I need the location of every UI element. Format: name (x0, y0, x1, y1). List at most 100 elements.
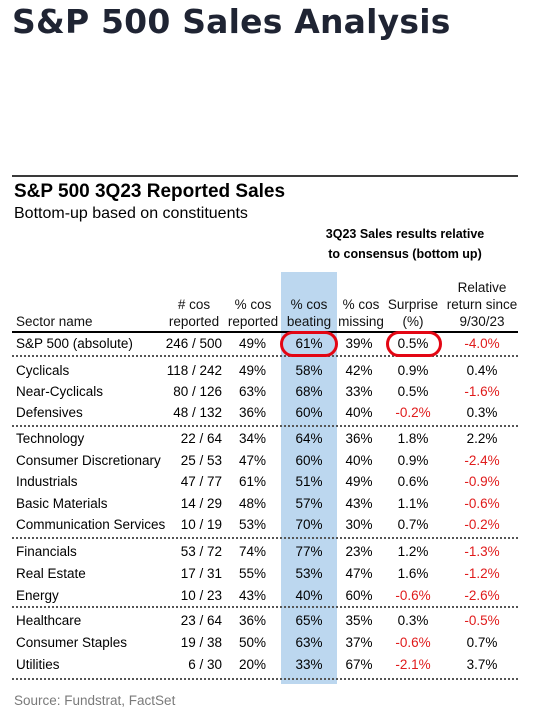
pct-missing-cell: 42% (345, 363, 373, 378)
table-subtitle: Bottom-up based on constituents (14, 205, 248, 222)
sector-name-cell: Near-Cyclicals (16, 384, 104, 399)
pct-missing-cell: 67% (345, 657, 373, 672)
surprise-cell: 1.1% (397, 496, 429, 511)
header-pct-beating-line-1: % cos (290, 297, 328, 312)
sector-name-cell: S&P 500 (absolute) (16, 336, 133, 351)
pct-beating-cell: 70% (295, 517, 323, 532)
sector-name-cell: Consumer Staples (16, 635, 128, 650)
row-separator (12, 355, 518, 357)
pct-beating-cell: 65% (295, 613, 323, 628)
page-title: S&P 500 Sales Analysis (12, 2, 451, 41)
relative-return-cell: 0.3% (466, 405, 498, 420)
top-rule (12, 175, 518, 177)
table-row: Near-Cyclicals 80 / 126 63% 68% 33% 0.5% -1.6% (0, 381, 536, 402)
beating-highlight-circle (280, 331, 338, 357)
pct-missing-cell: 37% (345, 635, 373, 650)
header-reported-line-2: reported (168, 314, 220, 329)
surprise-cell: 0.5% (397, 384, 429, 399)
relative-return-cell: 2.2% (466, 431, 498, 446)
pct-beating-cell: 53% (295, 566, 323, 581)
table-row: S&P 500 (absolute) 246 / 500 49% 61% 39% 0.5%… (0, 333, 536, 354)
surprise-cell: 0.6% (397, 474, 429, 489)
pct-beating-cell: 60% (295, 453, 323, 468)
pct-beating-cell: 77% (295, 544, 323, 559)
surprise-cell: 0.9% (397, 453, 429, 468)
table-row: Industrials 47 / 77 61% 51% 49% 0.6% -0.9% (0, 471, 536, 492)
row-separator (12, 537, 518, 539)
relative-return-cell: -1.2% (464, 566, 500, 581)
header-relative-line-3: 9/30/23 (459, 314, 505, 329)
pct-missing-cell: 33% (345, 384, 373, 399)
header-pct-reported: % cos reported (226, 296, 280, 330)
pct-beating-cell: 58% (295, 363, 323, 378)
surprise-highlight-circle (386, 331, 442, 357)
relative-return-cell: -0.9% (464, 474, 500, 489)
reported-count-cell: 17 / 31 (180, 566, 222, 581)
reported-count-cell: 25 / 53 (180, 453, 222, 468)
reported-count-cell: 10 / 19 (180, 517, 222, 532)
relative-return-cell: -0.5% (464, 613, 500, 628)
table-row: Consumer Staples 19 / 38 50% 63% 37% -0.6% 0.7… (0, 632, 536, 653)
pct-reported-cell: 63% (238, 384, 266, 399)
pct-beating-cell: 40% (295, 588, 323, 603)
reported-count-cell: 80 / 126 (173, 384, 222, 399)
relative-return-cell: -1.3% (464, 544, 500, 559)
pct-reported-cell: 50% (238, 635, 266, 650)
pct-beating-cell: 64% (295, 431, 323, 446)
surprise-cell: 1.8% (397, 431, 429, 446)
pct-reported-cell: 34% (238, 431, 266, 446)
group-header: 3Q23 Sales results relative to consensus… (300, 224, 510, 264)
sector-name-cell: Industrials (16, 474, 78, 489)
relative-return-cell: 3.7% (466, 657, 498, 672)
header-surprise-line-2: (%) (402, 314, 424, 329)
surprise-cell: 0.9% (397, 363, 429, 378)
reported-count-cell: 14 / 29 (180, 496, 222, 511)
reported-count-cell: 6 / 30 (188, 657, 222, 672)
reported-count-cell: 10 / 23 (180, 588, 222, 603)
header-relative-line-2: return since (446, 297, 518, 312)
sector-name-cell: Defensives (16, 405, 83, 420)
pct-beating-cell: 63% (295, 635, 323, 650)
pct-reported-cell: 36% (238, 613, 266, 628)
sector-name-cell: Technology (16, 431, 85, 446)
surprise-cell: 0.5% (397, 336, 429, 351)
header-rule (12, 331, 518, 333)
surprise-cell: 1.2% (397, 544, 429, 559)
reported-count-cell: 246 / 500 (165, 336, 222, 351)
pct-beating-cell: 68% (295, 384, 323, 399)
reported-count-cell: 118 / 242 (166, 363, 222, 378)
sector-name-cell: Financials (16, 544, 77, 559)
pct-missing-cell: 47% (345, 566, 373, 581)
header-relative-line-1: Relative (457, 280, 507, 295)
pct-missing-cell: 40% (345, 405, 373, 420)
pct-reported-cell: 74% (238, 544, 266, 559)
header-pct-beating: % cos beating (281, 296, 337, 330)
table-row: Defensives 48 / 132 36% 60% 40% -0.2% 0.3% (0, 402, 536, 423)
relative-return-cell: -2.4% (464, 453, 500, 468)
pct-reported-cell: 48% (238, 496, 266, 511)
pct-reported-cell: 47% (238, 453, 266, 468)
table-row: Energy 10 / 23 43% 40% 60% -0.6% -2.6% (0, 585, 536, 606)
pct-missing-cell: 40% (345, 453, 373, 468)
pct-beating-cell: 51% (295, 474, 323, 489)
pct-reported-cell: 20% (238, 657, 266, 672)
reported-count-cell: 19 / 38 (180, 635, 222, 650)
row-separator (12, 425, 518, 427)
sector-name-cell: Basic Materials (16, 496, 108, 511)
sector-name-cell: Communication Services (16, 517, 166, 532)
group-header-line-2: to consensus (bottom up) (328, 247, 482, 261)
reported-count-cell: 53 / 72 (180, 544, 222, 559)
header-pct-reported-line-2: reported (227, 314, 279, 329)
relative-return-cell: 0.4% (466, 363, 498, 378)
reported-count-cell: 22 / 64 (180, 431, 222, 446)
pct-missing-cell: 60% (345, 588, 373, 603)
header-reported-line-1: # cos (177, 297, 211, 312)
surprise-cell: -2.1% (395, 657, 431, 672)
reported-count-cell: 47 / 77 (180, 474, 222, 489)
table-row: Utilities 6 / 30 20% 33% 67% -2.1% 3.7% (0, 654, 536, 675)
pct-reported-cell: 49% (238, 336, 266, 351)
relative-return-cell: 0.7% (466, 635, 498, 650)
source-note: Source: Fundstrat, FactSet (14, 693, 176, 708)
header-surprise: Surprise (%) (386, 296, 440, 330)
pct-reported-cell: 61% (238, 474, 266, 489)
